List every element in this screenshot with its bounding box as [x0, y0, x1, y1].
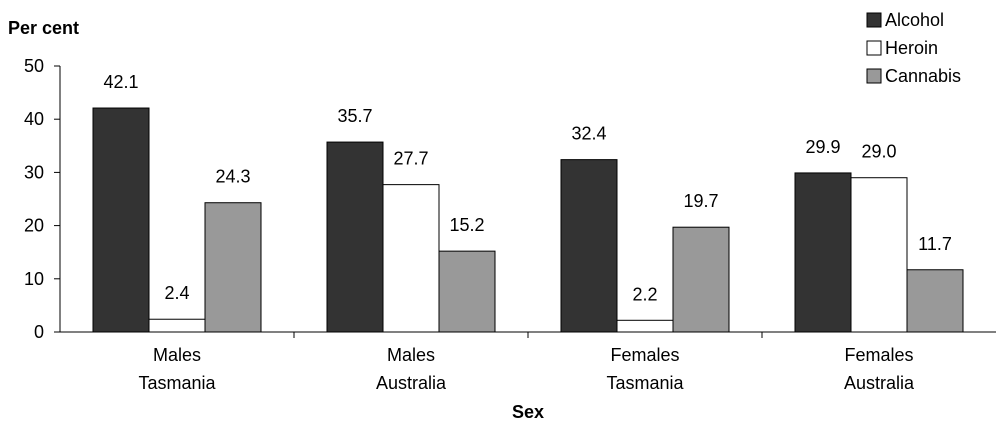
y-axis-title: Per cent	[8, 18, 79, 38]
data-label: 32.4	[571, 124, 606, 144]
data-label: 24.3	[215, 167, 250, 187]
bar-heroin	[850, 177, 908, 333]
bar-cannabis	[438, 250, 496, 333]
y-tick-label: 30	[24, 162, 44, 182]
y-tick-label: 0	[34, 322, 44, 342]
category-label: Females	[844, 345, 913, 365]
y-tick-label: 50	[24, 56, 44, 76]
category-label: Tasmania	[606, 373, 684, 393]
bar-heroin	[382, 184, 440, 333]
data-label: 27.7	[393, 149, 428, 169]
bar-alcohol	[326, 141, 384, 333]
data-label: 29.0	[861, 142, 896, 162]
legend: Alcohol Heroin Cannabis	[866, 10, 961, 86]
category-label: Males	[153, 345, 201, 365]
data-label: 15.2	[449, 215, 484, 235]
data-label: 42.1	[103, 72, 138, 92]
bar-alcohol	[560, 159, 618, 333]
legend-label: Heroin	[885, 38, 938, 58]
bars-group: 42.1 2.4 24.3 35.7 27.7 15.2 32.4 2.2 19.7 29.9 29…	[92, 72, 964, 333]
legend-swatch-heroin	[866, 40, 882, 56]
y-axis-ticks: 0 10 20 30 40 50	[24, 56, 60, 342]
category-label: Females	[610, 345, 679, 365]
category-labels: Males Tasmania Males Australia Females Tasman…	[138, 332, 915, 393]
y-tick-label: 10	[24, 269, 44, 289]
bar-cannabis	[672, 226, 730, 333]
bar-alcohol	[92, 107, 150, 333]
legend-swatch-cannabis	[866, 68, 882, 84]
bar-cannabis	[906, 269, 964, 333]
bar-cannabis	[204, 202, 262, 333]
category-label: Tasmania	[138, 373, 216, 393]
y-tick-label: 40	[24, 109, 44, 129]
data-label: 11.7	[918, 234, 952, 254]
category-label: Males	[387, 345, 435, 365]
category-label: Australia	[844, 373, 915, 393]
legend-label: Cannabis	[885, 66, 961, 86]
data-label: 35.7	[337, 106, 372, 126]
data-label: 29.9	[805, 137, 840, 157]
bar-heroin	[616, 319, 674, 333]
bar-heroin	[148, 318, 206, 333]
data-label: 2.2	[632, 284, 657, 304]
y-tick-label: 20	[24, 216, 44, 236]
data-label: 19.7	[683, 191, 718, 211]
bar-alcohol	[794, 172, 852, 333]
legend-swatch-alcohol	[866, 12, 882, 28]
x-axis-title: Sex	[512, 402, 544, 422]
legend-label: Alcohol	[885, 10, 944, 30]
category-label: Australia	[376, 373, 447, 393]
data-label: 2.4	[164, 283, 189, 303]
